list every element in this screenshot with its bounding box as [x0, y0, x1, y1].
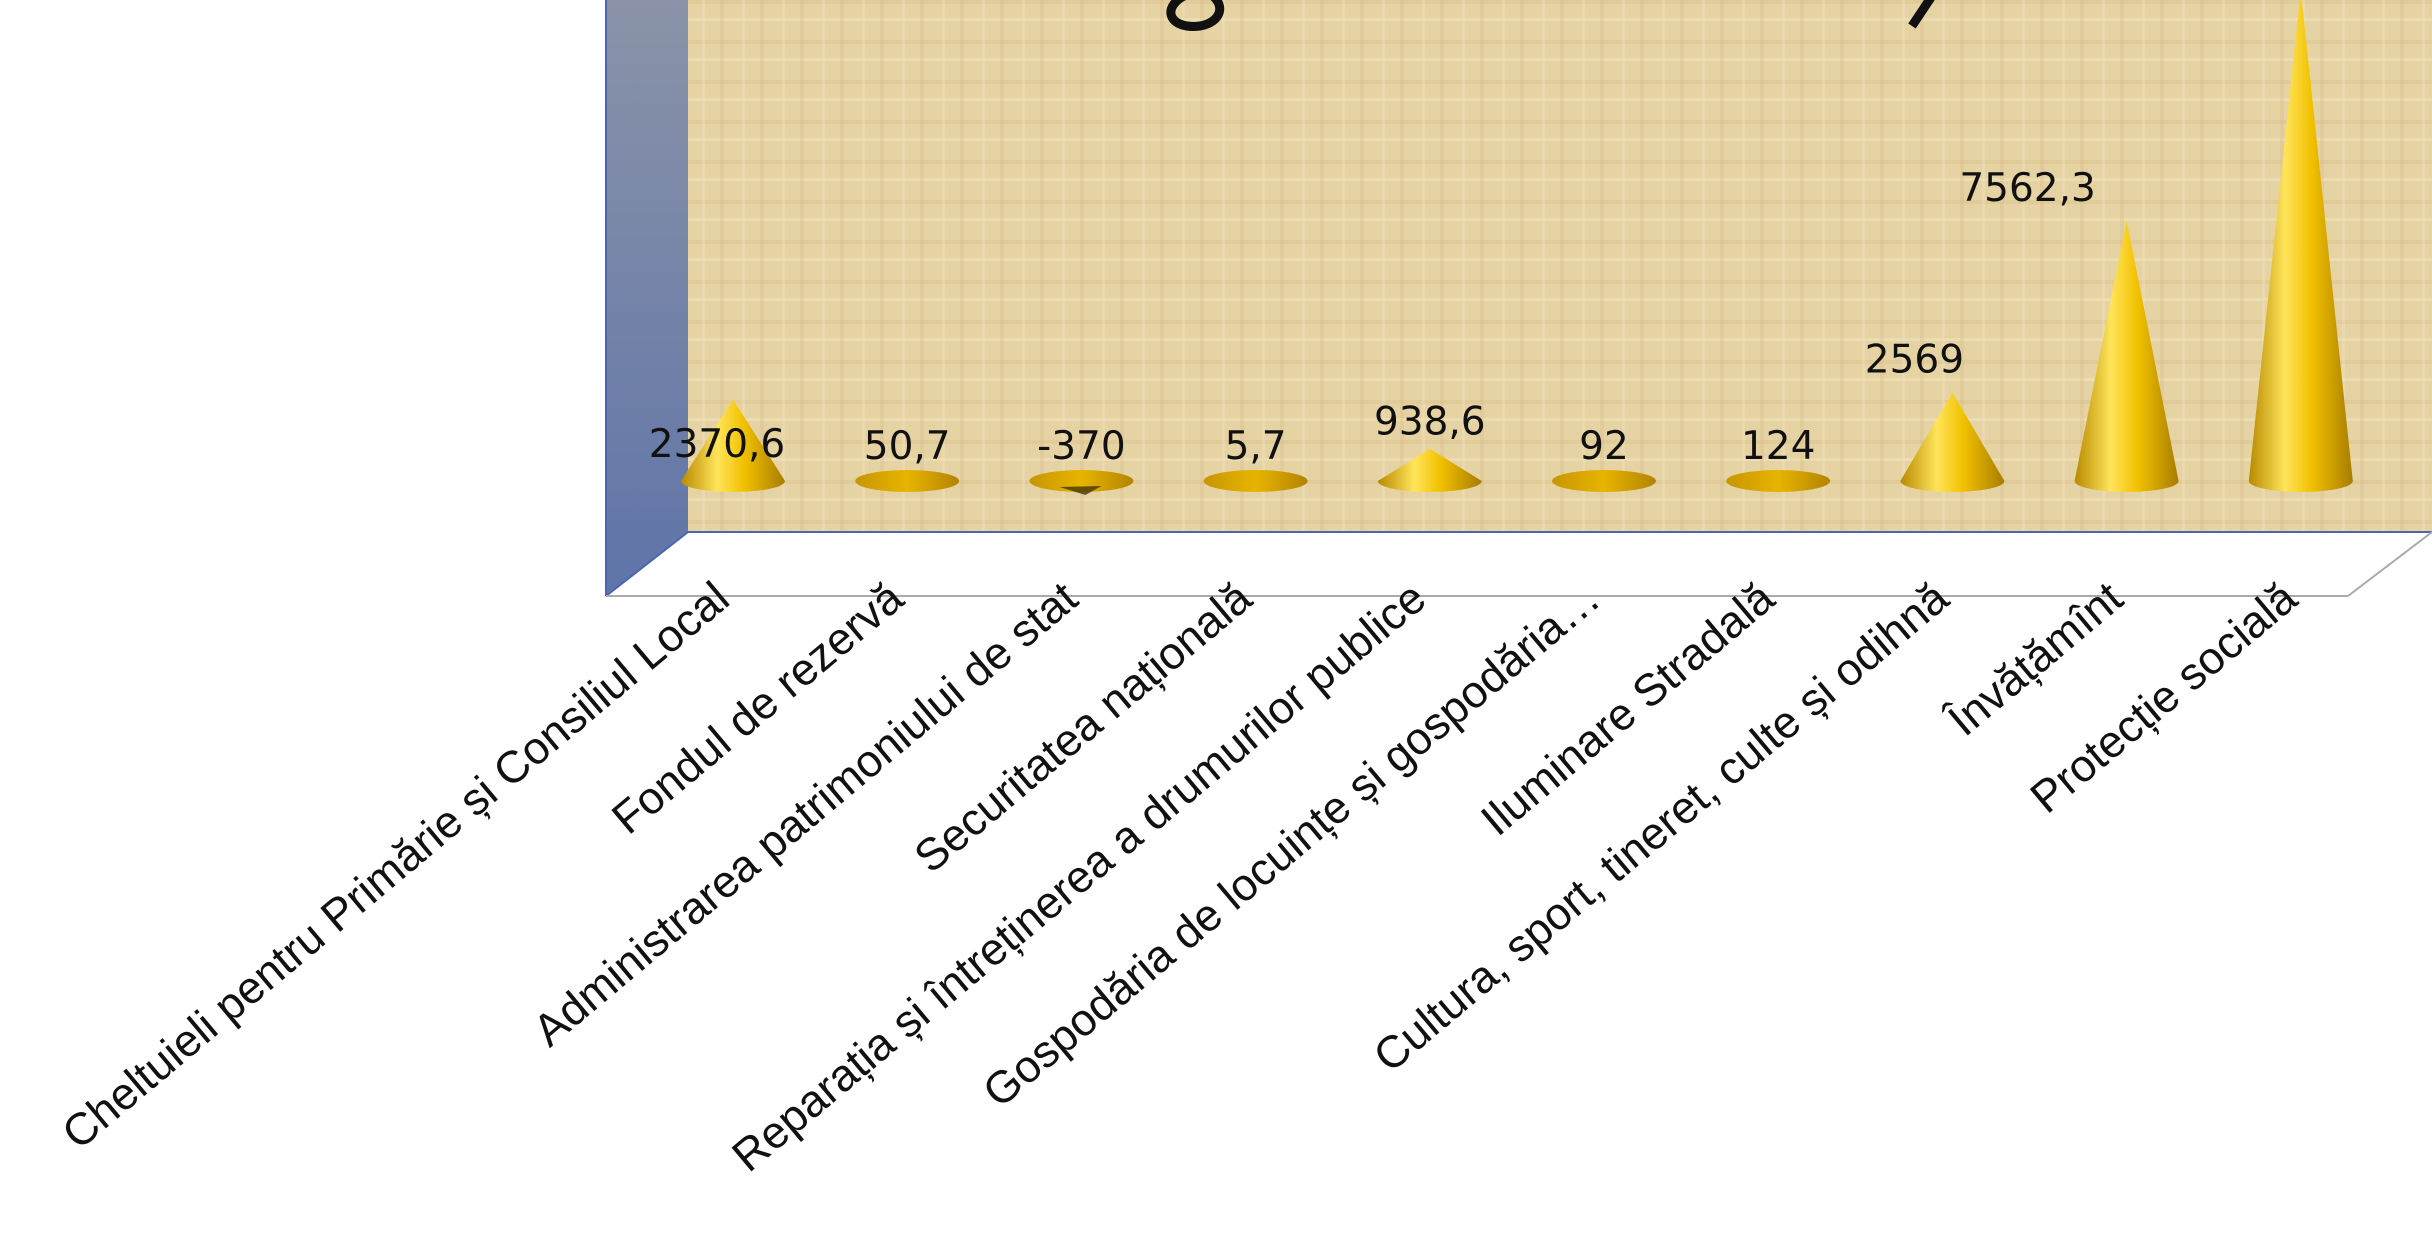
cone-negative-tip [1059, 486, 1102, 495]
data-label: 5,7 [1225, 424, 1287, 469]
cone-base-flat [855, 470, 960, 492]
chart-floor [606, 532, 2432, 596]
cone-base-flat [1726, 470, 1831, 492]
chart-side-wall [606, 0, 688, 596]
category-label: Iluminare Stradală [1471, 571, 1784, 845]
cropped-title-fragment [1166, 0, 1935, 31]
cone-body [2248, 0, 2353, 492]
cone-body [1900, 392, 2005, 493]
category-label: Cheltuieli pentru Primărie și Consiliul … [52, 572, 738, 1159]
category-label: Securitatea națională [904, 571, 1261, 882]
floor-diagonal-right [2347, 531, 2432, 597]
cone-10 [2248, 0, 2353, 492]
data-label: -370 [1037, 424, 1126, 469]
cone-base-negative [1029, 470, 1134, 492]
cone-body [1377, 448, 1482, 493]
cone-series [681, 0, 2353, 495]
data-labels: 2370,650,7-3705,7938,69212425697562,3142… [649, 166, 2096, 469]
data-label: 50,7 [864, 424, 951, 469]
category-label: Gospodăria de locuințe și gospodăria… [973, 572, 1609, 1118]
cone-1 [681, 399, 785, 492]
cone-9 [2074, 220, 2179, 493]
cone-3 [1029, 470, 1134, 495]
cone-4 [1203, 470, 1308, 492]
floor-diagonal-left [605, 531, 689, 597]
chart-back-wall [688, 0, 2432, 532]
cone-body [2074, 220, 2179, 493]
data-label: 124 [1741, 424, 1815, 469]
data-label: 938,6 [1374, 400, 1486, 445]
cone-8 [1900, 392, 2005, 493]
cone-6 [1552, 470, 1656, 492]
cone-base-flat [1552, 470, 1656, 492]
data-label: 2370,6 [649, 422, 785, 467]
data-label: 2569 [1865, 338, 1964, 383]
data-label: 7562,3 [1959, 166, 2095, 211]
category-labels: Cheltuieli pentru Primărie și Consiliul … [52, 571, 2307, 1181]
cone-body [681, 399, 785, 492]
category-label: Fondul de rezervă [602, 571, 913, 844]
cone-base-flat [1203, 470, 1308, 492]
cone-7 [1726, 470, 1831, 492]
cone-2 [855, 470, 960, 492]
data-label: 92 [1579, 424, 1629, 469]
cone-5 [1377, 448, 1482, 493]
